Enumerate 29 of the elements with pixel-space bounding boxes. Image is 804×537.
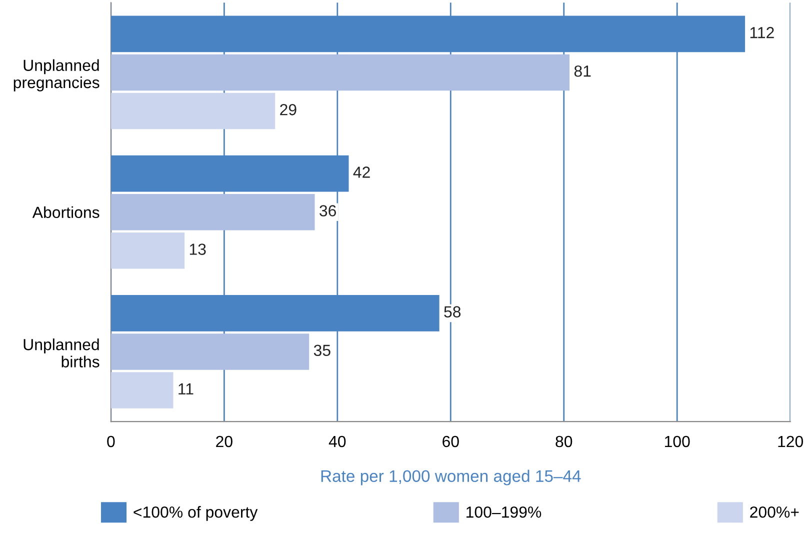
data-label: 29 xyxy=(280,104,296,116)
x-tick-label: 0 xyxy=(107,436,115,448)
bar xyxy=(110,372,174,408)
data-label: 81 xyxy=(574,65,591,77)
bar xyxy=(110,194,315,230)
data-label: 11 xyxy=(178,383,194,394)
bar xyxy=(110,92,276,130)
x-axis-title: Rate per 1,000 women aged 15–44 xyxy=(321,470,581,486)
legend-label: 100–199% xyxy=(466,506,542,518)
y-tick-label: Abortions xyxy=(32,206,100,218)
x-tick-label: 20 xyxy=(216,436,232,448)
data-label: 35 xyxy=(314,344,330,356)
bar xyxy=(110,54,570,91)
y-tick-label: Unplanned births xyxy=(24,338,100,368)
legend-label: 200%+ xyxy=(750,506,799,518)
x-tick-label: 60 xyxy=(442,436,459,448)
x-tick-label: 100 xyxy=(664,436,690,448)
bar xyxy=(110,232,185,269)
bar xyxy=(110,334,310,370)
x-tick-label: 40 xyxy=(328,436,346,448)
data-label: 13 xyxy=(190,244,206,255)
data-label: 42 xyxy=(353,166,370,178)
x-tick-label: 80 xyxy=(556,436,572,448)
data-label: 58 xyxy=(444,306,461,318)
x-tick-label: 120 xyxy=(778,436,804,448)
legend-label: <100% of poverty xyxy=(134,506,258,521)
y-tick-label: Unplanned pregnancies xyxy=(14,59,100,92)
data-label: 112 xyxy=(750,26,774,38)
data-label: 36 xyxy=(320,205,336,216)
